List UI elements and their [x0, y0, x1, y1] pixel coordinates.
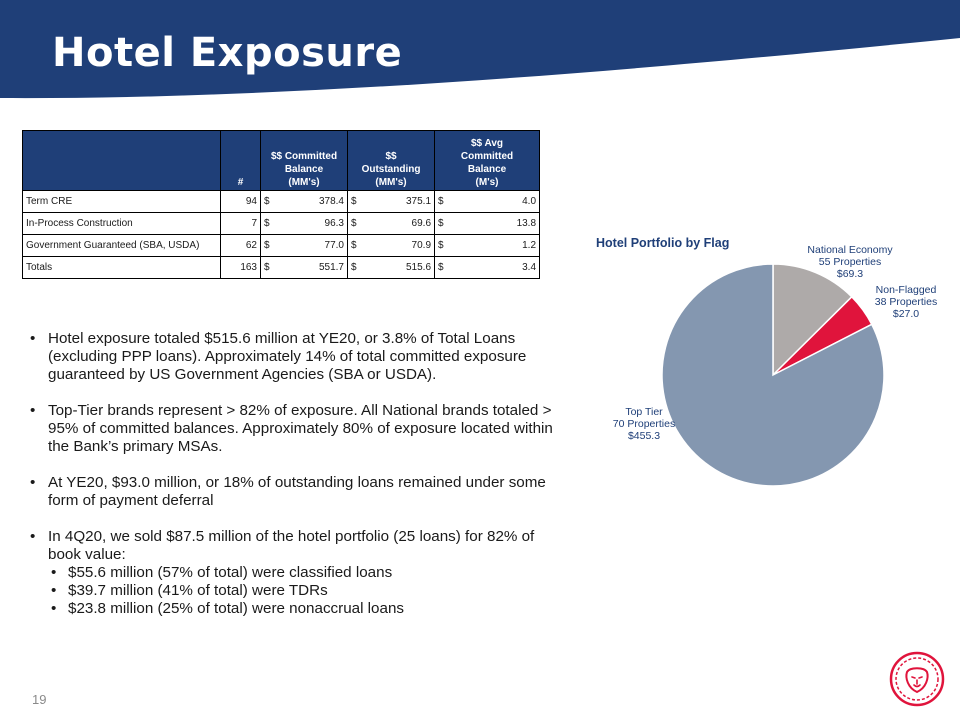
hotel-loan-table: # $$ Committed Balance (MM's) $$ Outstan… [22, 130, 541, 279]
table-row: Government Guaranteed (SBA, USDA) 62 $ 7… [22, 234, 541, 257]
row-count: 62 [220, 234, 261, 257]
row-avg: 13.8 [452, 212, 541, 235]
row-committed: 77.0 [278, 234, 348, 257]
currency-sign: $ [434, 234, 453, 257]
table-totals-row: Totals 163 $ 551.7 $ 515.6 $ 3.4 [22, 256, 541, 279]
sub-bullet-dot: • [51, 564, 57, 581]
row-count: 163 [220, 256, 261, 279]
sub-bullet-item: • $23.8 million (25% of total) were nona… [48, 600, 553, 618]
header-category [22, 130, 221, 191]
currency-sign: $ [260, 234, 279, 257]
currency-sign: $ [260, 190, 279, 213]
row-avg: 1.2 [452, 234, 541, 257]
currency-sign: $ [434, 190, 453, 213]
row-outstanding: 70.9 [365, 234, 436, 257]
page-number: 19 [32, 692, 47, 707]
row-avg: 3.4 [452, 256, 541, 279]
hotel-portfolio-pie-chart [661, 263, 885, 487]
bullet-item: • Top-Tier brands represent > 82% of exp… [28, 402, 553, 456]
pie-slice-national-economy [772, 263, 853, 377]
header-count: # [220, 130, 261, 191]
table-row: In-Process Construction 7 $ 96.3 $ 69.6 … [22, 212, 541, 235]
bullet-text: Top-Tier brands represent > 82% of expos… [48, 402, 553, 455]
lion-head-icon [889, 651, 945, 707]
bullet-text: In 4Q20, we sold $87.5 million of the ho… [48, 528, 535, 563]
bullet-dot: • [30, 402, 36, 419]
currency-sign: $ [347, 234, 366, 257]
header-background [0, 0, 960, 99]
bullet-text: At YE20, $93.0 million, or 18% of outsta… [48, 474, 546, 509]
table-header-row: # $$ Committed Balance (MM's) $$ Outstan… [22, 130, 541, 191]
row-committed: 551.7 [278, 256, 348, 279]
currency-sign: $ [347, 190, 366, 213]
table-row: Term CRE 94 $ 378.4 $ 375.1 $ 4.0 [22, 190, 541, 213]
row-label: Government Guaranteed (SBA, USDA) [22, 234, 221, 257]
row-avg: 4.0 [452, 190, 541, 213]
row-label: Term CRE [22, 190, 221, 213]
page-title: Hotel Exposure [52, 30, 403, 76]
currency-sign: $ [347, 212, 366, 235]
bullet-item: • At YE20, $93.0 million, or 18% of outs… [28, 474, 553, 510]
slice-label-national-economy: National Economy 55 Properties $69.3 [807, 244, 893, 280]
currency-sign: $ [260, 212, 279, 235]
bullet-text: Hotel exposure totaled $515.6 million at… [48, 330, 527, 383]
currency-sign: $ [434, 212, 453, 235]
bullet-item: • In 4Q20, we sold $87.5 million of the … [28, 528, 553, 618]
header-committed-balance: $$ Committed Balance (MM's) [260, 130, 348, 191]
slice-label-top-tier: Top Tier 70 Properties $455.3 [612, 406, 676, 442]
sub-bullet-text: $23.8 million (25% of total) were nonacc… [68, 600, 404, 617]
chart-title: Hotel Portfolio by Flag [596, 236, 730, 250]
currency-sign: $ [434, 256, 453, 279]
row-outstanding: 375.1 [365, 190, 436, 213]
bullet-item: • Hotel exposure totaled $515.6 million … [28, 330, 553, 384]
row-label: Totals [22, 256, 221, 279]
row-committed: 378.4 [278, 190, 348, 213]
row-committed: 96.3 [278, 212, 348, 235]
sub-bullet-text: $39.7 million (41% of total) were TDRs [68, 582, 328, 599]
pie-slice-top-tier [661, 263, 885, 487]
header-outstanding: $$ Outstanding (MM's) [346, 130, 436, 191]
sub-bullet-dot: • [51, 600, 57, 617]
bullet-list: • Hotel exposure totaled $515.6 million … [28, 330, 553, 618]
sub-bullet-item: • $39.7 million (41% of total) were TDRs [48, 582, 553, 600]
sub-bullet-dot: • [51, 582, 57, 599]
header-avg-committed-balance: $$ Avg Committed Balance (M's) [434, 130, 541, 191]
row-label: In-Process Construction [22, 212, 221, 235]
bullet-dot: • [30, 474, 36, 491]
sub-bullet-text: $55.6 million (57% of total) were classi… [68, 564, 393, 581]
row-count: 94 [220, 190, 261, 213]
slice-label-non-flagged: Non-Flagged 38 Properties $27.0 [874, 284, 938, 320]
currency-sign: $ [260, 256, 279, 279]
bullet-dot: • [30, 330, 36, 347]
row-outstanding: 515.6 [365, 256, 436, 279]
currency-sign: $ [347, 256, 366, 279]
header-banner: Hotel Exposure [0, 0, 960, 100]
row-outstanding: 69.6 [365, 212, 436, 235]
sub-bullet-item: • $55.6 million (57% of total) were clas… [48, 564, 553, 582]
bullet-dot: • [30, 528, 36, 545]
row-count: 7 [220, 212, 261, 235]
